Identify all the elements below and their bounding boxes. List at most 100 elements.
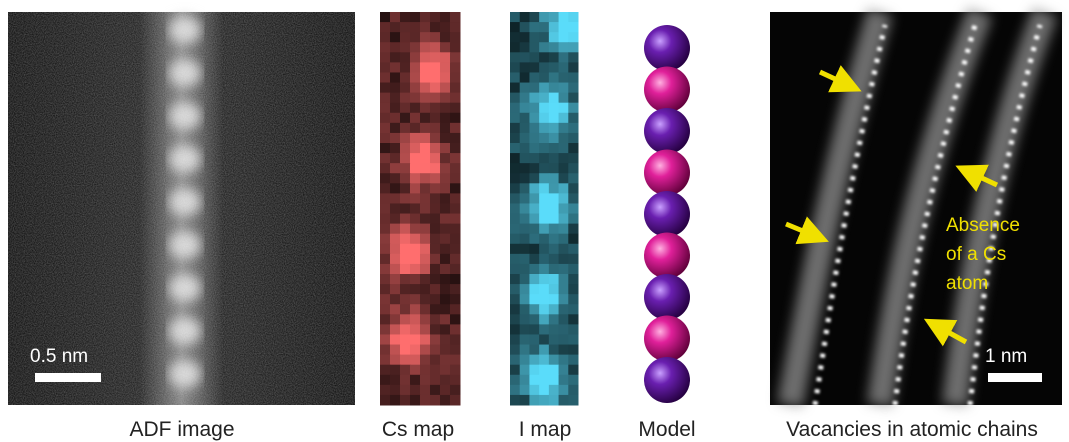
map-pixel — [520, 324, 530, 335]
map-pixel — [450, 375, 461, 386]
map-pixel — [559, 244, 569, 255]
map-pixel — [568, 52, 578, 63]
map-pixel — [440, 284, 451, 295]
map-pixel — [440, 183, 451, 194]
map-pixel — [430, 314, 441, 325]
map-pixel — [529, 224, 539, 235]
map-pixel — [390, 324, 401, 335]
map-pixel — [559, 264, 569, 275]
map-pixel — [400, 304, 411, 315]
map-pixel — [520, 284, 530, 295]
map-pixel — [529, 83, 539, 94]
map-pixel — [410, 314, 421, 325]
map-pixel — [520, 304, 530, 315]
map-pixel — [568, 264, 578, 275]
map-pixel — [440, 334, 451, 345]
map-pixel — [410, 42, 421, 53]
map-pixel — [440, 365, 451, 376]
map-pixel — [410, 284, 421, 295]
map-pixel — [549, 314, 559, 325]
map-pixel — [430, 244, 441, 255]
map-pixel — [529, 214, 539, 225]
map-pixel — [390, 244, 401, 255]
map-pixel — [529, 294, 539, 305]
map-pixel — [549, 153, 559, 164]
map-pixel — [568, 334, 578, 345]
map-pixel — [520, 72, 530, 83]
map-pixel — [440, 274, 451, 285]
map-pixel — [450, 294, 461, 305]
map-pixel — [568, 214, 578, 225]
map-pixel — [440, 244, 451, 255]
map-pixel — [450, 203, 461, 214]
map-pixel — [410, 345, 421, 356]
map-pixel — [420, 254, 431, 265]
map-pixel — [549, 395, 559, 406]
map-pixel — [430, 234, 441, 245]
map-pixel — [420, 163, 431, 174]
map-pixel — [420, 274, 431, 285]
map-pixel — [430, 324, 441, 335]
map-pixel — [539, 153, 549, 164]
map-pixel — [539, 214, 549, 225]
map-pixel — [568, 103, 578, 114]
map-pixel — [520, 133, 530, 144]
map-pixel — [559, 12, 569, 23]
map-pixel — [529, 103, 539, 114]
map-pixel — [539, 163, 549, 174]
map-pixel — [420, 375, 431, 386]
map-pixel — [520, 385, 530, 396]
map-pixel — [568, 183, 578, 194]
map-pixel — [390, 153, 401, 164]
map-pixel — [450, 93, 461, 104]
map-pixel — [510, 133, 520, 144]
map-pixel — [568, 234, 578, 245]
map-pixel — [529, 264, 539, 275]
scale-bar — [988, 373, 1042, 382]
map-pixel — [380, 133, 391, 144]
map-pixel — [510, 345, 520, 356]
map-pixel — [529, 22, 539, 33]
map-pixel — [450, 133, 461, 144]
map-pixel — [520, 334, 530, 345]
map-pixel — [400, 355, 411, 366]
map-pixel — [380, 52, 391, 63]
map-pixel — [510, 153, 520, 164]
map-pixel — [549, 375, 559, 386]
map-pixel — [529, 143, 539, 154]
map-pixel — [390, 345, 401, 356]
map-pixel — [410, 334, 421, 345]
map-pixel — [568, 294, 578, 305]
map-pixel — [430, 264, 441, 275]
model-atom — [644, 25, 690, 71]
map-pixel — [568, 254, 578, 265]
map-pixel — [400, 345, 411, 356]
map-pixel — [380, 113, 391, 124]
map-pixel — [400, 72, 411, 83]
map-pixel — [400, 375, 411, 386]
map-pixel — [440, 264, 451, 275]
map-pixel — [568, 42, 578, 53]
map-pixel — [559, 274, 569, 285]
map-pixel — [450, 314, 461, 325]
map-pixel — [440, 224, 451, 235]
map-pixel — [390, 133, 401, 144]
map-pixel — [559, 234, 569, 245]
map-pixel — [410, 203, 421, 214]
map-pixel — [529, 385, 539, 396]
map-pixel — [380, 203, 391, 214]
map-pixel — [450, 143, 461, 154]
map-pixel — [420, 224, 431, 235]
map-pixel — [529, 314, 539, 325]
map-pixel — [410, 304, 421, 315]
map-pixel — [390, 284, 401, 295]
map-pixel — [430, 203, 441, 214]
map-pixel — [440, 163, 451, 174]
map-pixel — [390, 32, 401, 43]
map-pixel — [520, 163, 530, 174]
map-pixel — [549, 214, 559, 225]
map-pixel — [549, 183, 559, 194]
map-pixel — [510, 244, 520, 255]
map-pixel — [380, 62, 391, 73]
map-pixel — [430, 334, 441, 345]
